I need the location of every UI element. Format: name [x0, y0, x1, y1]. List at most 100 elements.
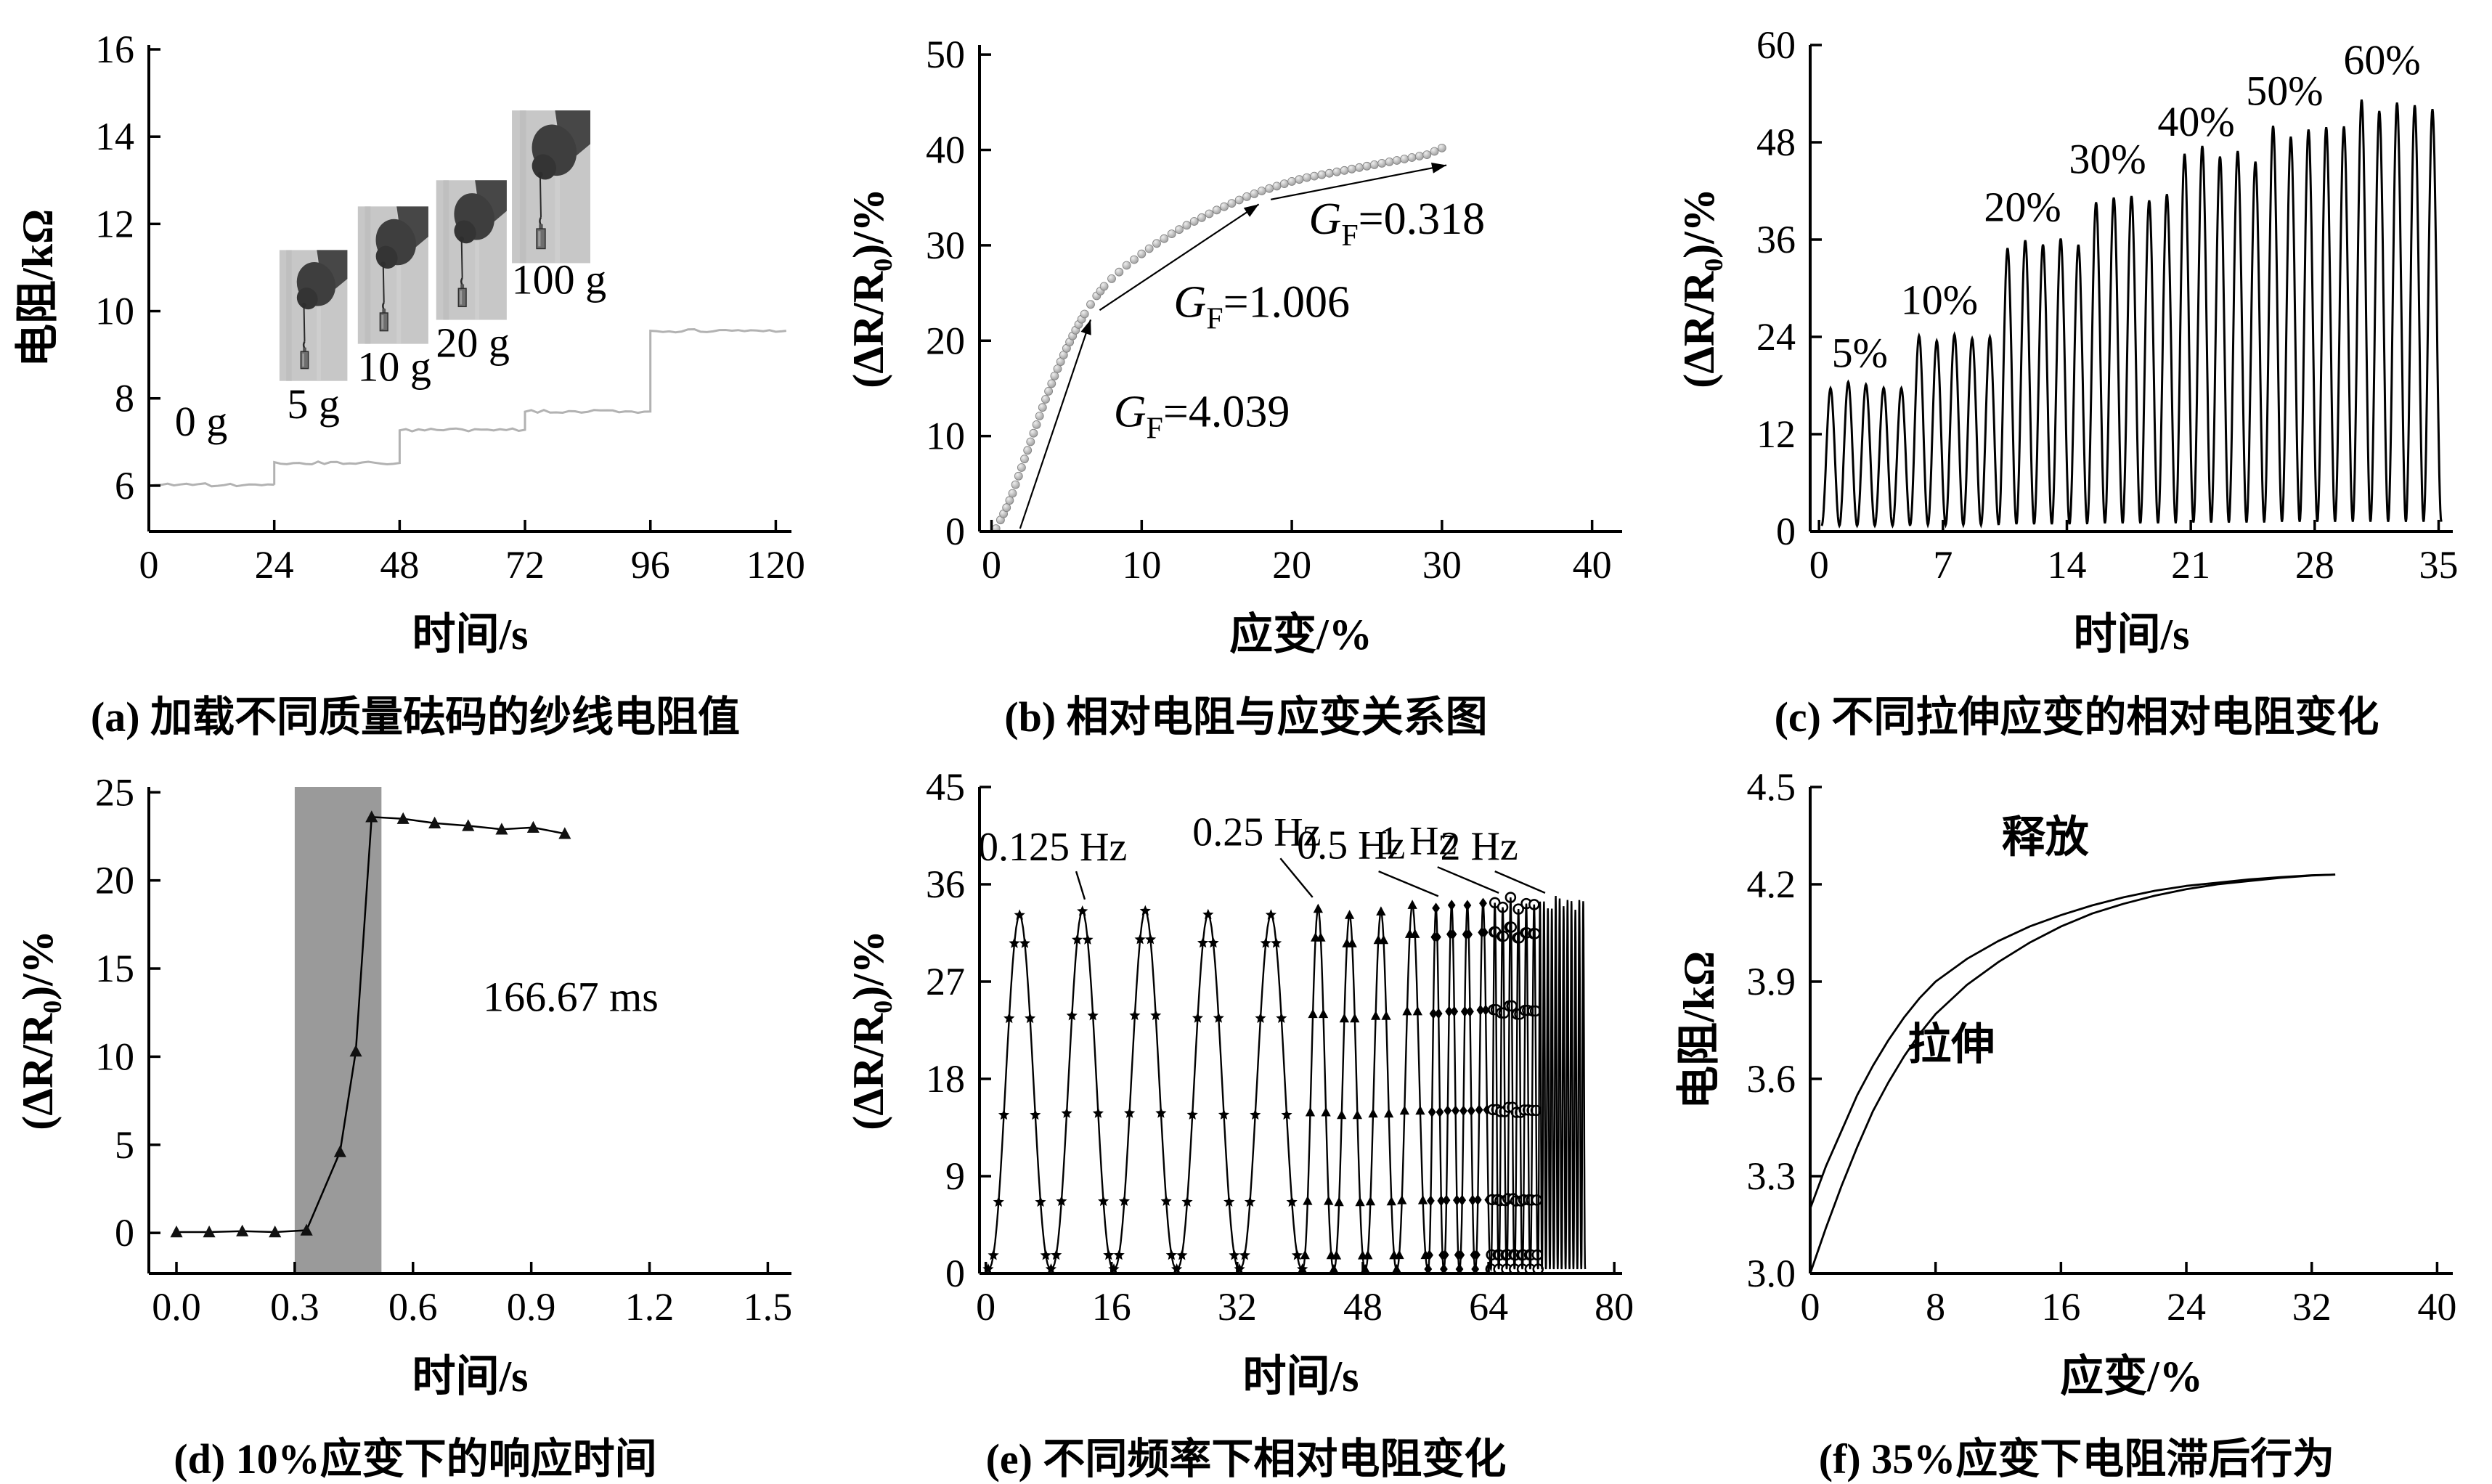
- chart-c-strain-cycles: 5% 10%20%30%40% 50% 60% 0 7 14 21 28 35 0 12 24 36 48 6…: [1675, 23, 2458, 659]
- y-tick-label: 10: [926, 415, 965, 458]
- caption-b: (b) 相对电阻与应变关系图: [1004, 693, 1488, 741]
- chart-d-response-time: 166.67 ms 0.0 0.3 0.6 0.9 1.2 1.5 0 5 10 15 20 25 时间/…: [14, 770, 792, 1401]
- y-axis-label: (ΔR/R₀)/%: [1675, 188, 1723, 388]
- axes: [147, 787, 791, 1275]
- x-tick-label: 0: [139, 543, 159, 587]
- y-tick-label: 40: [926, 129, 965, 172]
- plot-f: 拉伸 释放 0 8 16 24 32 40 3.0 3.3 3.6 3.9 4.2 4.5 应变/% 电阻/k…: [1675, 765, 2456, 1401]
- y-tick-label: 14: [95, 115, 134, 158]
- mass-label: 5 g: [287, 380, 340, 428]
- yarn-thread: [303, 306, 306, 342]
- x-tick-label: 80: [1595, 1285, 1634, 1329]
- y-tick-label: 20: [95, 859, 134, 902]
- y-tick-label: 36: [926, 863, 965, 906]
- strain-level-label: 10%: [1901, 277, 1978, 324]
- hysteresis-curve: [1809, 873, 2336, 1274]
- plot-b: GF=4.039 GF=1.006 GF=0.318 0 10 20 30 40 0 10 20 30…: [844, 33, 1622, 659]
- caption-e: (e) 不同频率下相对电阻变化: [985, 1435, 1507, 1483]
- y-tick-label: 0: [945, 1252, 965, 1295]
- yarn-thread: [460, 240, 463, 278]
- x-tick-label: 0: [976, 1285, 995, 1329]
- panel-a: 0 24 48 72 96 120 6 8 10 12 14 16 时间/s 电阻/kΩ 0 g 5 g 10 …: [0, 0, 831, 742]
- response-markers: [170, 810, 571, 1238]
- y-tick-label: 10: [95, 1035, 134, 1078]
- strain-level-label: 60%: [2343, 36, 2420, 83]
- panel-e: 0.125 Hz 0.25 Hz 0.5 Hz 1 Hz 2 Hz 0 16 32 48 64 80…: [831, 742, 1661, 1484]
- label-leader-line: [1279, 857, 1314, 898]
- y-tick-label: 5: [115, 1123, 134, 1167]
- x-tick-label: 14: [2048, 543, 2087, 587]
- x-tick-label: 16: [2041, 1285, 2080, 1329]
- x-tick-label: 0.9: [507, 1285, 556, 1329]
- weight: [536, 228, 546, 250]
- panel-b: GF=4.039 GF=1.006 GF=0.318 0 10 20 30 40 0 10 20 30…: [831, 0, 1661, 742]
- strain-cycle-waveform: [1820, 99, 2443, 529]
- response-curve: [176, 815, 566, 1234]
- y-tick-label: 0: [115, 1211, 134, 1255]
- label-leader-line: [1378, 871, 1439, 897]
- strain-level-label: 5%: [1832, 329, 1888, 376]
- yarn-thread: [382, 265, 385, 303]
- x-tick-label: 35: [2419, 543, 2458, 587]
- resistance-step-curve: [148, 327, 786, 488]
- x-tick-label: 20: [1272, 543, 1311, 587]
- frequency-waveform: [988, 895, 1587, 1272]
- weight: [379, 312, 388, 332]
- y-tick-label: 18: [926, 1057, 965, 1101]
- y-axis-label: 电阻/kΩ: [14, 209, 62, 367]
- y-tick-label: 3.6: [1747, 1057, 1796, 1101]
- x-tick-label: 0: [1809, 543, 1829, 587]
- y-axis-label: (ΔR/R₀)/%: [844, 930, 892, 1130]
- axes: [978, 45, 1622, 533]
- x-axis-label: 应变/%: [1229, 611, 1372, 659]
- y-tick-label: 60: [1756, 23, 1796, 67]
- y-tick-label: 50: [926, 33, 965, 76]
- label-leader-line: [1437, 866, 1499, 894]
- response-time-band: [294, 787, 382, 1273]
- x-tick-label: 48: [380, 543, 419, 587]
- frequency-label: 2 Hz: [1440, 824, 1518, 869]
- y-tick-label: 4.5: [1747, 765, 1796, 809]
- x-tick-label: 0.0: [152, 1285, 201, 1329]
- y-tick-label: 12: [1756, 412, 1796, 456]
- gauge-factor-label: GF=1.006: [1173, 277, 1350, 335]
- x-tick-label: 28: [2295, 543, 2334, 587]
- label-leader-line: [1075, 871, 1086, 900]
- x-tick-label: 64: [1469, 1285, 1508, 1329]
- x-axis-label: 时间/s: [1242, 1353, 1359, 1401]
- y-tick-label: 10: [95, 290, 134, 333]
- caption-d: (d) 10%应变下的响应时间: [174, 1435, 657, 1483]
- x-tick-label: 30: [1422, 543, 1462, 587]
- x-tick-label: 120: [746, 543, 805, 587]
- tick-labels: 0.0 0.3 0.6 0.9 1.2 1.5 0 5 10 15 20 25: [95, 770, 792, 1329]
- x-tick-label: 24: [255, 543, 294, 587]
- mass-label: 20 g: [436, 319, 510, 367]
- x-tick-label: 40: [2417, 1285, 2456, 1329]
- x-tick-label: 8: [1926, 1285, 1945, 1329]
- axes: [1809, 786, 2453, 1275]
- x-tick-label: 72: [505, 543, 545, 587]
- x-tick-label: 1.2: [625, 1285, 675, 1329]
- x-tick-label: 0.6: [388, 1285, 438, 1329]
- plot-a: 0 24 48 72 96 120 6 8 10 12 14 16 时间/s 电阻/kΩ 0 g 5 g 10 …: [14, 28, 805, 659]
- hysteresis-curve: [1809, 873, 2336, 1210]
- strain-level-label: 40%: [2157, 98, 2234, 145]
- y-tick-label: 12: [95, 202, 134, 245]
- axes: [1809, 44, 2453, 533]
- axes: [978, 786, 1622, 1275]
- x-axis-label: 应变/%: [2060, 1353, 2203, 1401]
- chart-a-load-steps: 0 24 48 72 96 120 6 8 10 12 14 16 时间/s 电阻/kΩ 0 g 5 g 10 …: [14, 28, 805, 659]
- y-tick-label: 0: [945, 510, 965, 553]
- tick-labels: 0 7 14 21 28 35 0 12 24 36 48 60: [1756, 23, 2458, 587]
- plot-e: 0.125 Hz 0.25 Hz0.5 Hz1 Hz2 Hz 0 16 32 48 64 80…: [844, 765, 1634, 1401]
- y-tick-label: 0: [1776, 510, 1796, 553]
- y-axis-label: 电阻/kΩ: [1675, 951, 1723, 1109]
- strain-level-label: 50%: [2246, 68, 2323, 115]
- arrowhead: [1080, 319, 1091, 335]
- x-tick-label: 96: [631, 543, 670, 587]
- label-leader-line: [1494, 871, 1546, 894]
- y-tick-label: 8: [115, 377, 134, 420]
- photo-inset-weight-1: [279, 250, 348, 381]
- y-tick-label: 16: [95, 28, 134, 71]
- x-axis-label: 时间/s: [412, 611, 528, 659]
